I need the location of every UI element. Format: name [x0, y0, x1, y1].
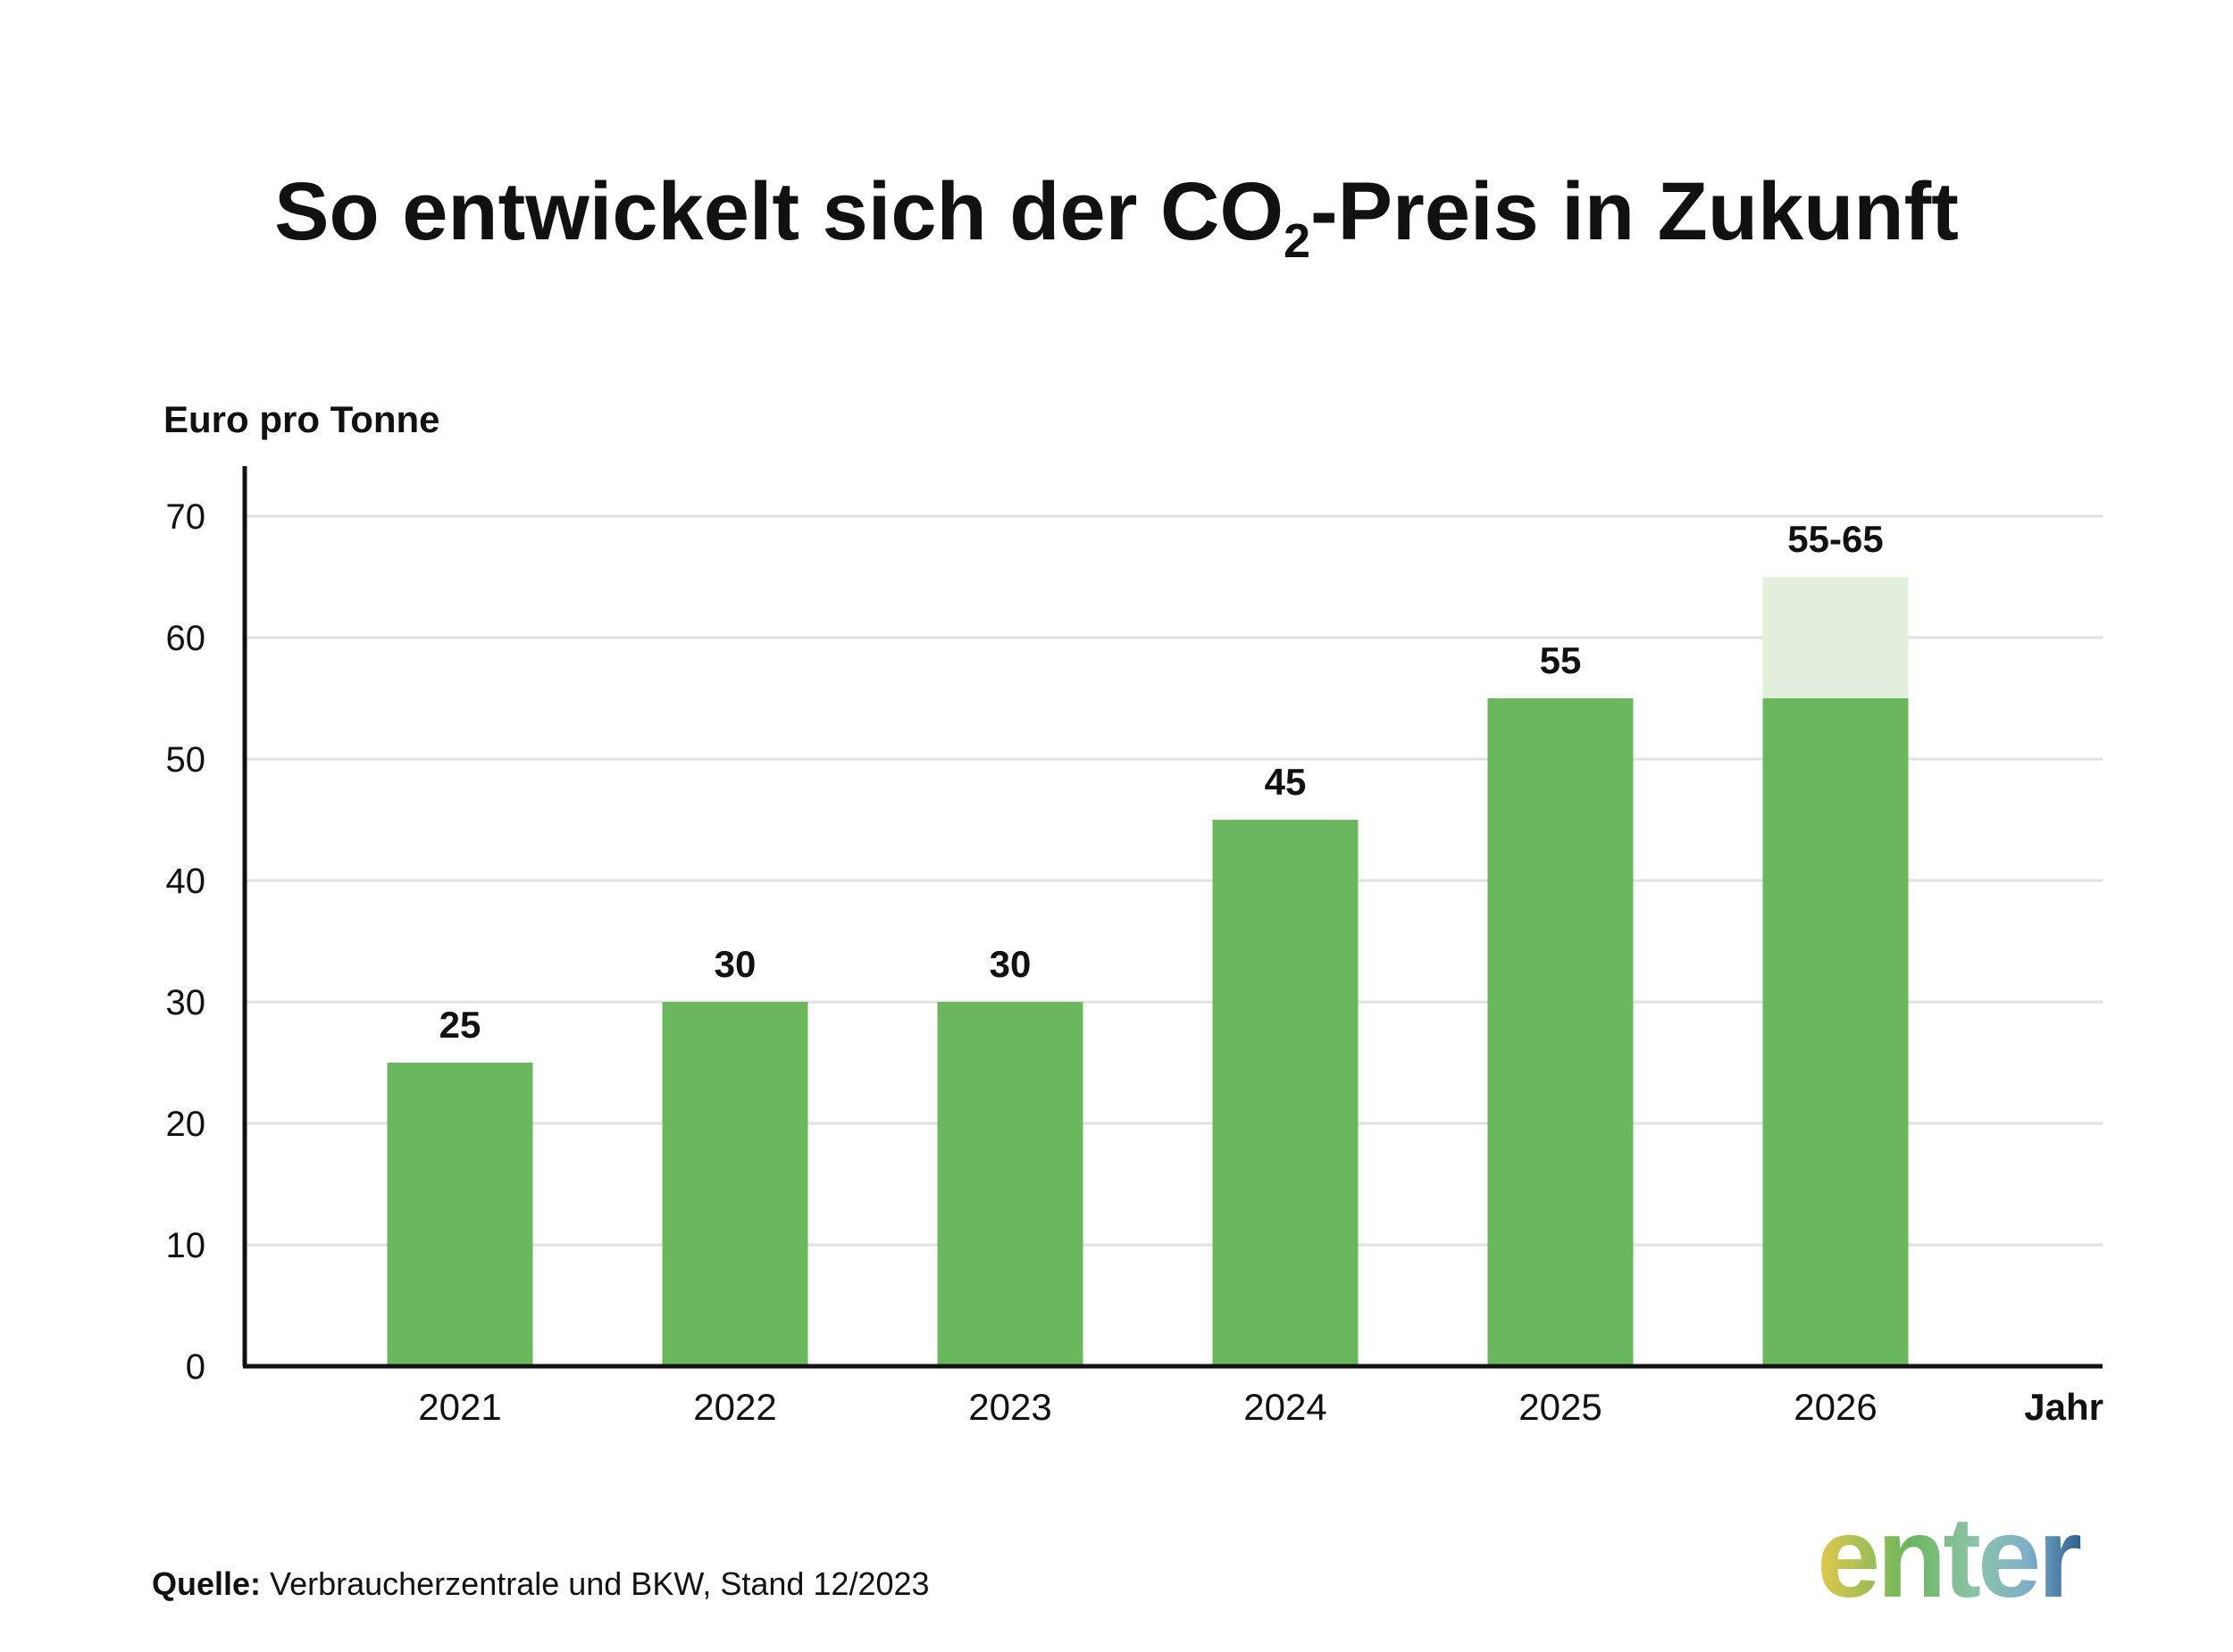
grid-lines — [245, 514, 2103, 1247]
data-label-2026: 55-65 — [1787, 518, 1883, 560]
x-tick-label-2021: 2021 — [418, 1386, 501, 1428]
enter-logo: enter — [1817, 1500, 2084, 1616]
source-text: Verbraucherzentrale und BKW, Stand 12/20… — [270, 1565, 930, 1602]
source-note: Quelle: Verbraucherzentrale und BKW, Sta… — [152, 1565, 930, 1602]
x-tick-label-2026: 2026 — [1794, 1386, 1877, 1428]
y-tick-label: 60 — [166, 619, 206, 658]
bars — [387, 577, 1909, 1366]
y-tick-label: 20 — [166, 1105, 206, 1144]
bar-2025 — [1487, 698, 1634, 1366]
bar-2021 — [387, 1063, 533, 1366]
data-label-2025: 55 — [1540, 639, 1582, 681]
data-labels: 25 30 30 45 55 55-65 — [439, 518, 1884, 1046]
y-axis-label: Euro pro Tonne — [163, 398, 440, 440]
chart-title: So entwickelt sich der CO2-Preis in Zuku… — [274, 166, 1959, 268]
x-axis-label: Jahr — [2024, 1386, 2103, 1428]
bar-2022 — [662, 1002, 808, 1366]
y-tick-label: 0 — [186, 1347, 205, 1387]
x-tick-label-2022: 2022 — [693, 1386, 776, 1428]
y-tick-label: 70 — [166, 497, 206, 537]
chart-title-subscript: 2 — [1284, 214, 1310, 268]
y-tick-label: 50 — [166, 740, 206, 780]
data-label-2021: 25 — [439, 1004, 481, 1046]
bar-2023 — [937, 1002, 1083, 1366]
y-tick-label: 40 — [166, 862, 206, 901]
chart-title-suffix: -Preis in Zukunft — [1310, 166, 1959, 257]
data-label-2024: 45 — [1265, 761, 1307, 803]
x-tick-labels: 2021 2022 2023 2024 2025 2026 — [418, 1386, 1877, 1428]
y-tick-label: 30 — [166, 983, 206, 1022]
logo-wordmark: enter — [1817, 1500, 2080, 1616]
y-tick-labels: 0 10 20 30 40 50 60 70 — [166, 497, 206, 1387]
bar-2024 — [1212, 820, 1359, 1366]
y-tick-label: 10 — [166, 1226, 206, 1265]
bar-range-2026 — [1762, 577, 1909, 698]
x-tick-label-2023: 2023 — [968, 1386, 1051, 1428]
bar-2026 — [1762, 698, 1909, 1366]
chart-title-prefix: So entwickelt sich der CO — [274, 166, 1284, 257]
data-label-2022: 30 — [715, 943, 757, 985]
x-tick-label-2024: 2024 — [1243, 1386, 1326, 1428]
source-label: Quelle: — [152, 1565, 261, 1602]
x-tick-label-2025: 2025 — [1518, 1386, 1602, 1428]
data-label-2023: 30 — [990, 943, 1032, 985]
